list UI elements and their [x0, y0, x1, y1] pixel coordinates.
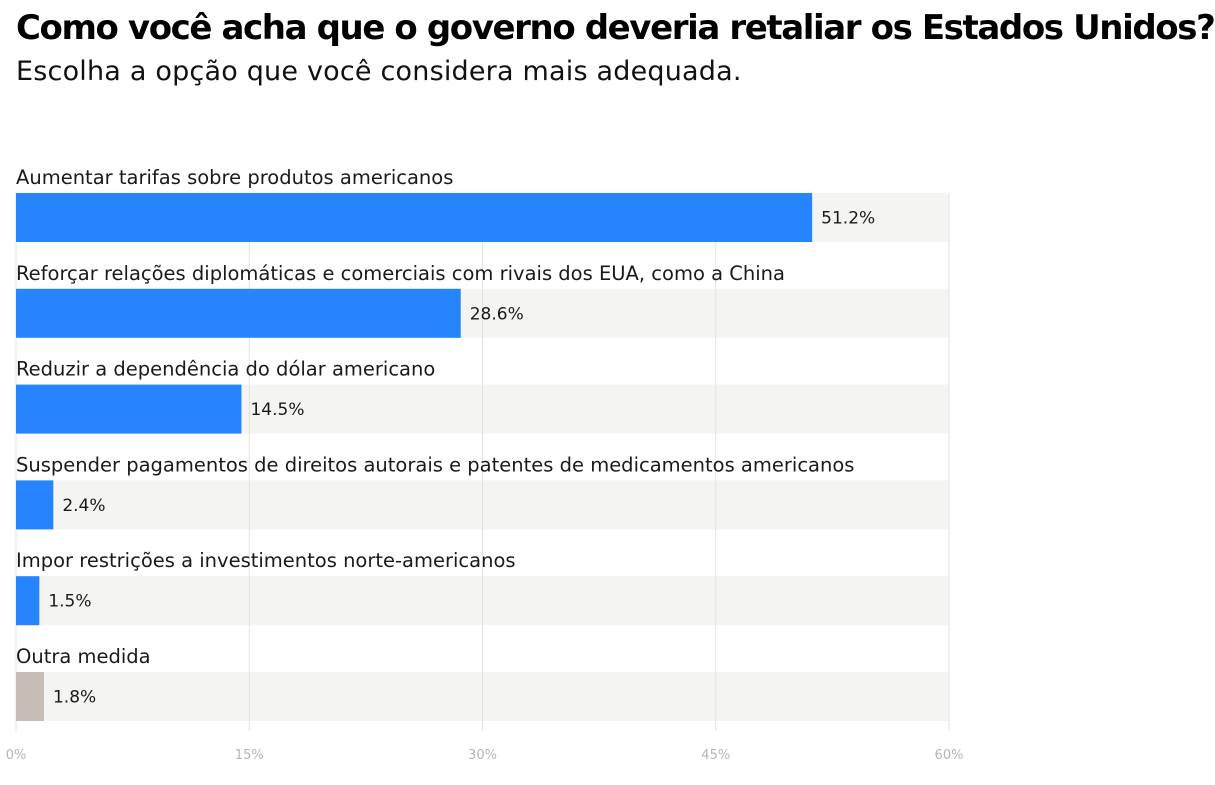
value-label: 28.6% [470, 304, 524, 324]
value-label: 14.5% [250, 400, 304, 420]
category-label: Impor restrições a investimentos norte-a… [16, 549, 516, 572]
x-tick-label: 30% [468, 748, 497, 763]
category-label: Outra medida [16, 645, 151, 668]
chart-title: Como você acha que o governo deveria ret… [16, 8, 1215, 48]
category-label: Reforçar relações diplomáticas e comerci… [16, 262, 785, 285]
bar [16, 288, 461, 338]
bar [16, 384, 242, 434]
bar [16, 672, 44, 721]
chart-subtitle: Escolha a opção que você considera mais … [16, 56, 742, 87]
bar [16, 480, 54, 530]
x-tick-label: 45% [701, 748, 730, 763]
category-label: Suspender pagamentos de direitos autorai… [16, 453, 854, 476]
x-axis: 0% 15% 30% 45% 60% [6, 748, 964, 763]
value-label: 1.5% [48, 592, 91, 612]
x-tick-label: 60% [935, 748, 964, 763]
value-label: 51.2% [821, 209, 875, 229]
category-label: Aumentar tarifas sobre produtos american… [16, 166, 453, 189]
category-label: Reduzir a dependência do dólar americano [16, 358, 435, 381]
bar [16, 576, 40, 626]
x-tick-label: 15% [235, 748, 264, 763]
value-label: 1.8% [53, 688, 96, 708]
value-label: 2.4% [62, 496, 105, 516]
labels: Aumentar tarifas sobre produtos american… [16, 166, 875, 708]
bars [15, 193, 950, 731]
x-tick-label: 0% [6, 748, 27, 763]
bar [16, 193, 813, 242]
